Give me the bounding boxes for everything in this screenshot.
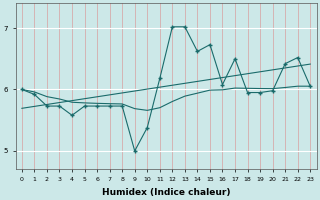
X-axis label: Humidex (Indice chaleur): Humidex (Indice chaleur) (102, 188, 230, 197)
